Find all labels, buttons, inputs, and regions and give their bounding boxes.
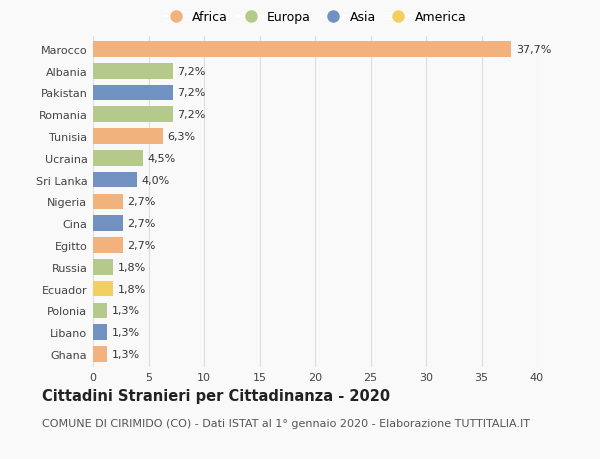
Text: 4,0%: 4,0% bbox=[142, 175, 170, 185]
Bar bbox=[93, 347, 107, 362]
Text: 6,3%: 6,3% bbox=[167, 132, 196, 142]
Bar bbox=[93, 107, 173, 123]
Text: 1,8%: 1,8% bbox=[118, 284, 146, 294]
Bar bbox=[93, 325, 107, 340]
Text: 4,5%: 4,5% bbox=[148, 153, 176, 163]
Bar bbox=[93, 173, 137, 188]
Text: 2,7%: 2,7% bbox=[127, 241, 156, 251]
Text: 7,2%: 7,2% bbox=[178, 88, 206, 98]
Text: 2,7%: 2,7% bbox=[127, 218, 156, 229]
Text: 37,7%: 37,7% bbox=[516, 45, 551, 55]
Bar bbox=[93, 259, 113, 275]
Text: 1,3%: 1,3% bbox=[112, 327, 140, 337]
Bar bbox=[93, 129, 163, 145]
Bar bbox=[93, 64, 173, 79]
Bar bbox=[93, 151, 143, 166]
Text: COMUNE DI CIRIMIDO (CO) - Dati ISTAT al 1° gennaio 2020 - Elaborazione TUTTITALI: COMUNE DI CIRIMIDO (CO) - Dati ISTAT al … bbox=[42, 418, 530, 428]
Text: 7,2%: 7,2% bbox=[178, 67, 206, 77]
Text: 2,7%: 2,7% bbox=[127, 197, 156, 207]
Bar bbox=[93, 194, 123, 210]
Bar bbox=[93, 303, 107, 319]
Bar bbox=[93, 238, 123, 253]
Text: 1,8%: 1,8% bbox=[118, 262, 146, 272]
Text: Cittadini Stranieri per Cittadinanza - 2020: Cittadini Stranieri per Cittadinanza - 2… bbox=[42, 388, 390, 403]
Text: 1,3%: 1,3% bbox=[112, 349, 140, 359]
Text: 1,3%: 1,3% bbox=[112, 306, 140, 316]
Legend: Africa, Europa, Asia, America: Africa, Europa, Asia, America bbox=[164, 11, 466, 24]
Bar bbox=[93, 42, 511, 57]
Bar bbox=[93, 85, 173, 101]
Bar bbox=[93, 281, 113, 297]
Bar bbox=[93, 216, 123, 231]
Text: 7,2%: 7,2% bbox=[178, 110, 206, 120]
